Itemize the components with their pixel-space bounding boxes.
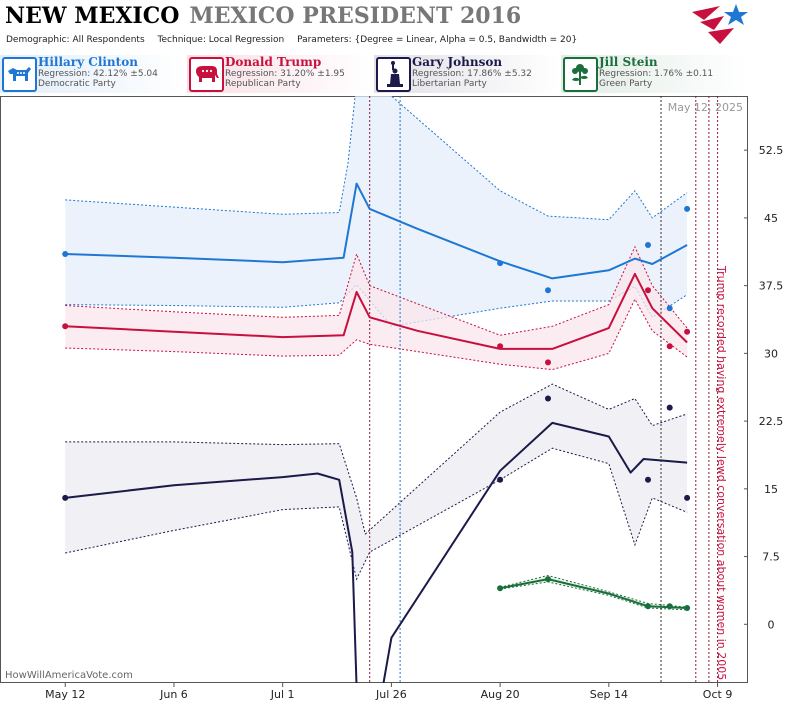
- candidate-regression: Regression: 31.20% ±1.95: [225, 69, 345, 79]
- legend-item-trump: Donald Trump Regression: 31.20% ±1.95 Re…: [187, 55, 372, 93]
- legend-item-stein: Jill Stein Regression: 1.76% ±0.11 Green…: [561, 55, 746, 93]
- chart-header: NEW MEXICO MEXICO PRESIDENT 2016 Demograp…: [0, 0, 789, 52]
- gary-johnson-confidence-band: [65, 384, 688, 580]
- x-tick-label: Jul 26: [375, 688, 407, 701]
- parameters-value: {Degree = Linear, Alpha = 0.5, Bandwidth…: [354, 35, 578, 45]
- gary-johnson-poll-point: [666, 404, 673, 411]
- jill-stein-poll-point: [684, 605, 691, 611]
- state-title: NEW MEXICO: [5, 3, 180, 29]
- hillary-clinton-poll-point: [545, 287, 551, 294]
- y-tick-label: 22.5: [759, 415, 784, 428]
- gary-johnson-lower-bound: [65, 447, 688, 581]
- y-tick-label: 52.5: [759, 144, 784, 157]
- y-tick-label: 37.5: [759, 280, 784, 293]
- hillary-clinton-poll-point: [497, 260, 504, 267]
- candidate-name: Hillary Clinton: [38, 55, 138, 69]
- hillary-clinton-poll-point: [666, 305, 673, 312]
- chart-title: NEW MEXICO MEXICO PRESIDENT 2016: [5, 3, 521, 29]
- candidate-legend: Hillary Clinton Regression: 42.12% ±5.04…: [0, 55, 789, 93]
- donald-trump-trend-line: [65, 272, 688, 350]
- gary-johnson-trend-line: [65, 421, 688, 683]
- gary-johnson-poll-point: [497, 476, 504, 483]
- y-tick-label: 15: [764, 483, 778, 496]
- technique-value: Local Regression: [208, 35, 285, 45]
- candidate-regression: Regression: 42.12% ±5.04: [38, 69, 158, 79]
- y-tick-label: 30: [764, 347, 778, 360]
- polling-chart: 0 7.5 15 22.5 30 37.5 45 52.5 May 12 Jun 6 Jul 1 J…: [0, 96, 784, 701]
- candidate-party: Democratic Party: [38, 79, 116, 89]
- jill-stein-upper-bound: [499, 574, 688, 608]
- donkey-icon: [2, 57, 37, 92]
- hillary-clinton-poll-point: [645, 242, 651, 248]
- candidate-name: Jill Stein: [599, 55, 658, 69]
- y-tick-label: 0: [768, 618, 775, 631]
- elephant-icon: [189, 57, 224, 92]
- donald-trump-poll-point: [645, 287, 651, 294]
- donald-trump-poll-point: [666, 343, 673, 350]
- x-tick-label: Jun 6: [159, 688, 188, 701]
- jill-stein-poll-point: [545, 576, 551, 583]
- x-tick-label: Jul 1: [270, 688, 295, 701]
- gary-johnson-poll-point: [645, 476, 651, 483]
- donald-trump-confidence-band: [65, 246, 688, 370]
- statue-of-liberty-icon: [376, 57, 411, 92]
- candidate-name: Gary Johnson: [412, 55, 503, 69]
- candidate-party: Libertarian Party: [412, 79, 487, 89]
- technique-label: Technique:: [157, 35, 206, 45]
- gary-johnson-poll-point: [545, 395, 551, 402]
- jill-stein-poll-point: [666, 603, 673, 610]
- hillary-clinton-trend-line: [65, 182, 688, 280]
- candidate-regression: Regression: 17.86% ±5.32: [412, 69, 532, 79]
- donald-trump-poll-point: [497, 343, 504, 350]
- donald-trump-poll-point: [62, 323, 69, 330]
- candidate-party: Republican Party: [225, 79, 301, 89]
- candidate-name: Donald Trump: [225, 55, 322, 69]
- event-annotation: Trump recorded having extremely lewd con…: [715, 265, 728, 680]
- date-stamp: May 12, 2025: [668, 101, 743, 114]
- hillary-clinton-poll-point: [62, 251, 69, 257]
- gary-johnson-poll-point: [62, 494, 69, 501]
- race-title: MEXICO PRESIDENT 2016: [189, 3, 522, 29]
- y-tick-label: 7.5: [762, 551, 780, 564]
- demographic-label: Demographic:: [6, 35, 70, 45]
- legend-item-clinton: Hillary Clinton Regression: 42.12% ±5.04…: [0, 55, 185, 93]
- demographic-value: All Respondents: [72, 35, 145, 45]
- donald-trump-poll-point: [545, 359, 551, 366]
- y-tick-label: 45: [764, 212, 778, 225]
- jill-stein-poll-point: [645, 603, 651, 610]
- jill-stein-trend-line: [499, 578, 688, 609]
- hillary-clinton-poll-point: [684, 205, 691, 212]
- candidate-regression: Regression: 1.76% ±0.11: [599, 69, 714, 79]
- x-tick-label: Sep 14: [590, 688, 628, 701]
- gary-johnson-poll-point: [684, 494, 691, 501]
- parameters-line: Demographic: All Respondents Technique: …: [6, 35, 577, 45]
- hillary-clinton-upper-bound: [65, 96, 688, 221]
- legend-item-johnson: Gary Johnson Regression: 17.86% ±5.32 Li…: [374, 55, 559, 93]
- donald-trump-lower-bound: [65, 298, 688, 371]
- flower-icon: [563, 57, 598, 92]
- watermark: HowWillAmericaVote.com: [5, 670, 133, 681]
- x-tick-label: Aug 20: [481, 688, 520, 701]
- donald-trump-poll-point: [684, 328, 691, 335]
- x-tick-label: Oct 9: [703, 688, 733, 701]
- site-logo-icon: [692, 4, 748, 44]
- x-tick-label: May 12: [45, 688, 85, 701]
- parameters-label: Parameters:: [297, 35, 352, 45]
- gary-johnson-upper-bound: [65, 383, 688, 535]
- candidate-party: Green Party: [599, 79, 653, 89]
- jill-stein-poll-point: [497, 585, 504, 592]
